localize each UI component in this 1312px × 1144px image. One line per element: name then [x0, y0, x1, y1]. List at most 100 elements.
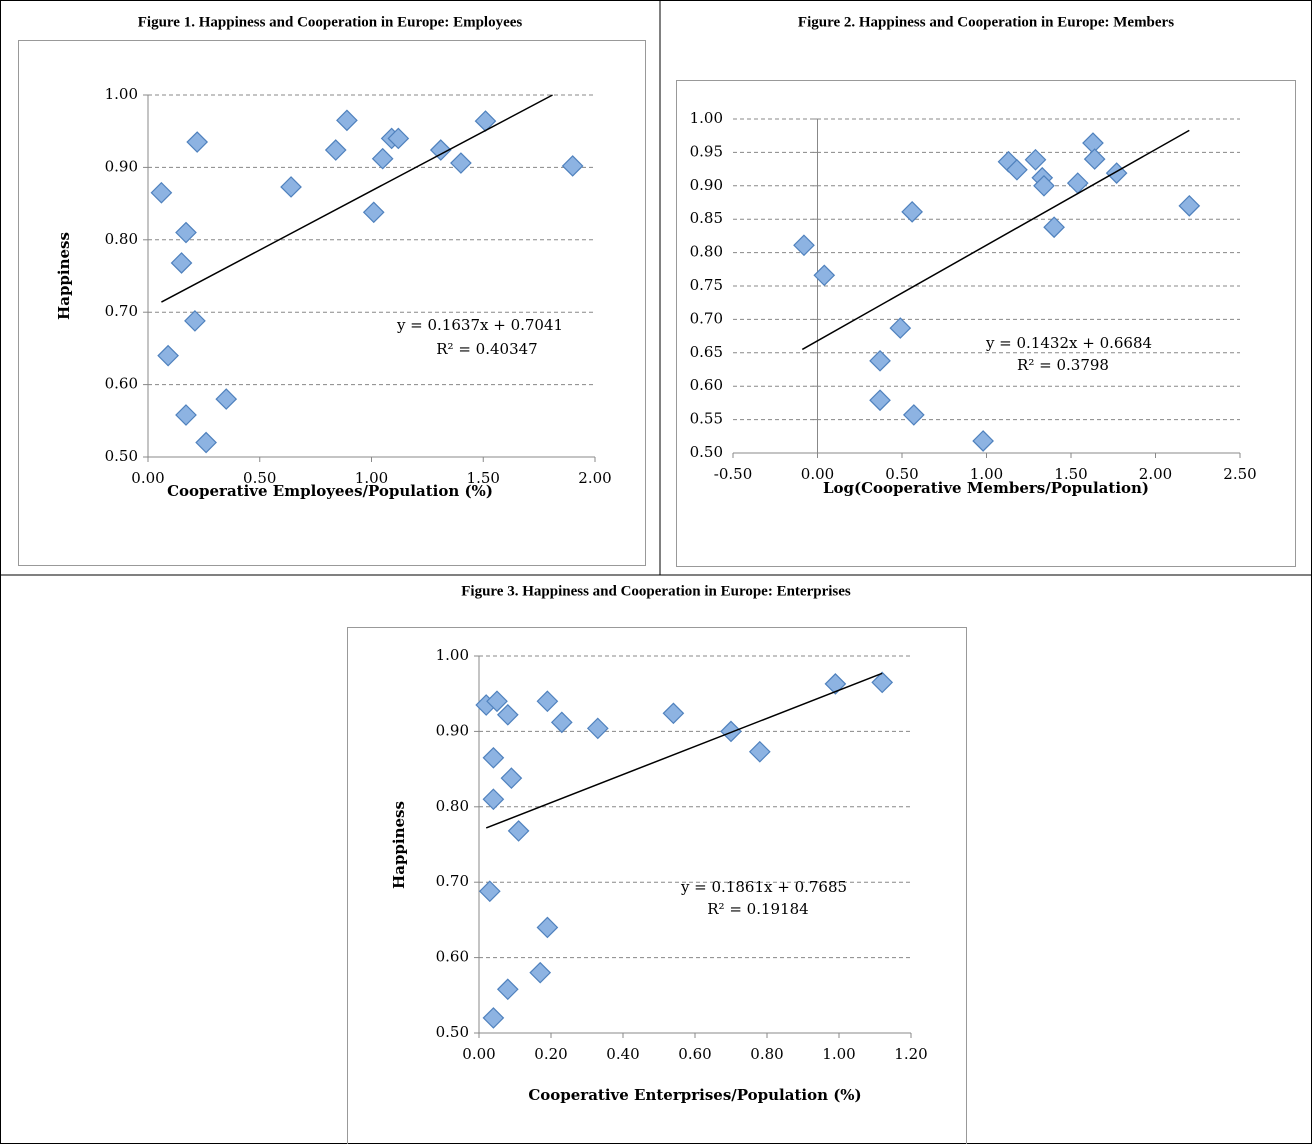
- y-tick-label: 1.00: [690, 109, 723, 127]
- x-tick-label: 0.20: [534, 1045, 567, 1063]
- marker: [387, 127, 410, 150]
- marker: [215, 388, 238, 410]
- chart-title: Figure 3. Happiness and Cooperation in E…: [461, 583, 851, 599]
- marker: [280, 176, 302, 198]
- y-tick-label: 0.60: [436, 948, 469, 966]
- y-tick-label: 1.00: [105, 85, 138, 103]
- trendline: [801, 129, 1190, 351]
- y-tick-label: 0.70: [690, 309, 723, 327]
- marker: [972, 430, 994, 452]
- annotation: R² = 0.3798: [1017, 356, 1109, 374]
- marker: [186, 131, 209, 153]
- marker: [889, 317, 912, 339]
- marker: [184, 310, 206, 332]
- x-tick-label: 2.00: [578, 469, 611, 487]
- marker: [324, 139, 347, 161]
- marker: [362, 201, 385, 224]
- marker: [496, 703, 519, 726]
- x-axis-label: Cooperative Enterprises/Population (%): [528, 1086, 861, 1104]
- x-tick-label: 0.40: [606, 1045, 639, 1063]
- annotation: R² = 0.40347: [436, 340, 537, 358]
- x-tick-label: 0.00: [462, 1045, 495, 1063]
- marker: [561, 155, 584, 177]
- marker: [478, 880, 501, 903]
- x-tick-label: 0.60: [678, 1045, 711, 1063]
- x-tick-label: 0.00: [131, 469, 164, 487]
- annotation: y = 0.1637x + 0.7041: [396, 316, 563, 334]
- chart-title: Figure 1. Happiness and Cooperation in E…: [138, 14, 523, 30]
- marker: [450, 152, 472, 174]
- marker: [1033, 174, 1055, 197]
- marker: [507, 820, 530, 842]
- marker: [195, 431, 217, 454]
- marker: [1083, 148, 1106, 170]
- marker: [150, 181, 173, 204]
- marker: [748, 740, 771, 763]
- marker: [1043, 216, 1065, 239]
- marker: [486, 690, 508, 713]
- marker: [793, 234, 815, 257]
- marker: [536, 690, 559, 713]
- marker: [336, 109, 358, 132]
- marker: [871, 671, 894, 694]
- marker: [720, 720, 742, 743]
- y-tick-label: 0.90: [436, 721, 469, 739]
- marker: [901, 201, 923, 223]
- marker: [482, 1007, 505, 1029]
- marker: [662, 702, 685, 725]
- y-axis-label: Happiness: [55, 232, 73, 320]
- x-tick-label: 0.00: [801, 465, 834, 483]
- marker: [175, 404, 197, 426]
- marker: [869, 389, 891, 412]
- x-tick-label: -0.50: [714, 465, 752, 483]
- y-tick-label: 0.80: [105, 230, 138, 248]
- marker: [500, 767, 523, 789]
- x-tick-label: 0.50: [885, 465, 918, 483]
- y-tick-label: 0.50: [690, 443, 723, 461]
- marker: [1024, 148, 1047, 171]
- marker: [536, 916, 559, 939]
- x-tick-label: 1.50: [1054, 465, 1087, 483]
- x-axis-label: Cooperative Employees/Population (%): [167, 482, 493, 500]
- marker: [474, 110, 497, 132]
- y-tick-label: 0.70: [436, 872, 469, 890]
- marker: [550, 711, 573, 734]
- x-tick-label: 0.50: [243, 469, 276, 487]
- marker: [869, 349, 891, 372]
- marker: [482, 788, 505, 811]
- marker: [170, 252, 193, 274]
- marker: [482, 746, 505, 769]
- y-tick-label: 0.80: [690, 243, 723, 261]
- y-tick-label: 0.95: [690, 142, 723, 160]
- y-tick-label: 0.85: [690, 209, 723, 227]
- x-tick-label: 0.80: [750, 1045, 783, 1063]
- y-tick-label: 0.50: [436, 1023, 469, 1041]
- marker: [813, 264, 836, 287]
- marker: [1006, 158, 1028, 181]
- marker: [1178, 194, 1201, 217]
- annotation: y = 0.1432x + 0.6684: [985, 334, 1152, 352]
- annotation: y = 0.1861x + 0.7685: [680, 878, 847, 896]
- chart-frame: [676, 80, 1296, 567]
- x-tick-label: 1.50: [467, 469, 500, 487]
- x-axis-label: Log(Cooperative Members/Population): [823, 479, 1149, 497]
- trendline: [485, 672, 883, 829]
- annotation: R² = 0.19184: [707, 900, 808, 918]
- chart-frame: [347, 627, 967, 1144]
- y-tick-label: 0.65: [690, 343, 723, 361]
- marker: [496, 978, 519, 1001]
- chart-title: Figure 2. Happiness and Cooperation in E…: [798, 14, 1174, 30]
- y-tick-label: 0.55: [690, 410, 723, 428]
- marker: [586, 717, 609, 740]
- y-tick-label: 0.90: [105, 157, 138, 175]
- marker: [157, 344, 179, 367]
- marker: [371, 147, 394, 170]
- y-tick-label: 0.70: [105, 302, 138, 320]
- x-tick-label: 2.00: [1139, 465, 1172, 483]
- marker: [1105, 162, 1128, 184]
- y-axis-label: Happiness: [390, 801, 408, 889]
- y-tick-label: 0.75: [690, 276, 723, 294]
- x-tick-label: 1.20: [894, 1045, 927, 1063]
